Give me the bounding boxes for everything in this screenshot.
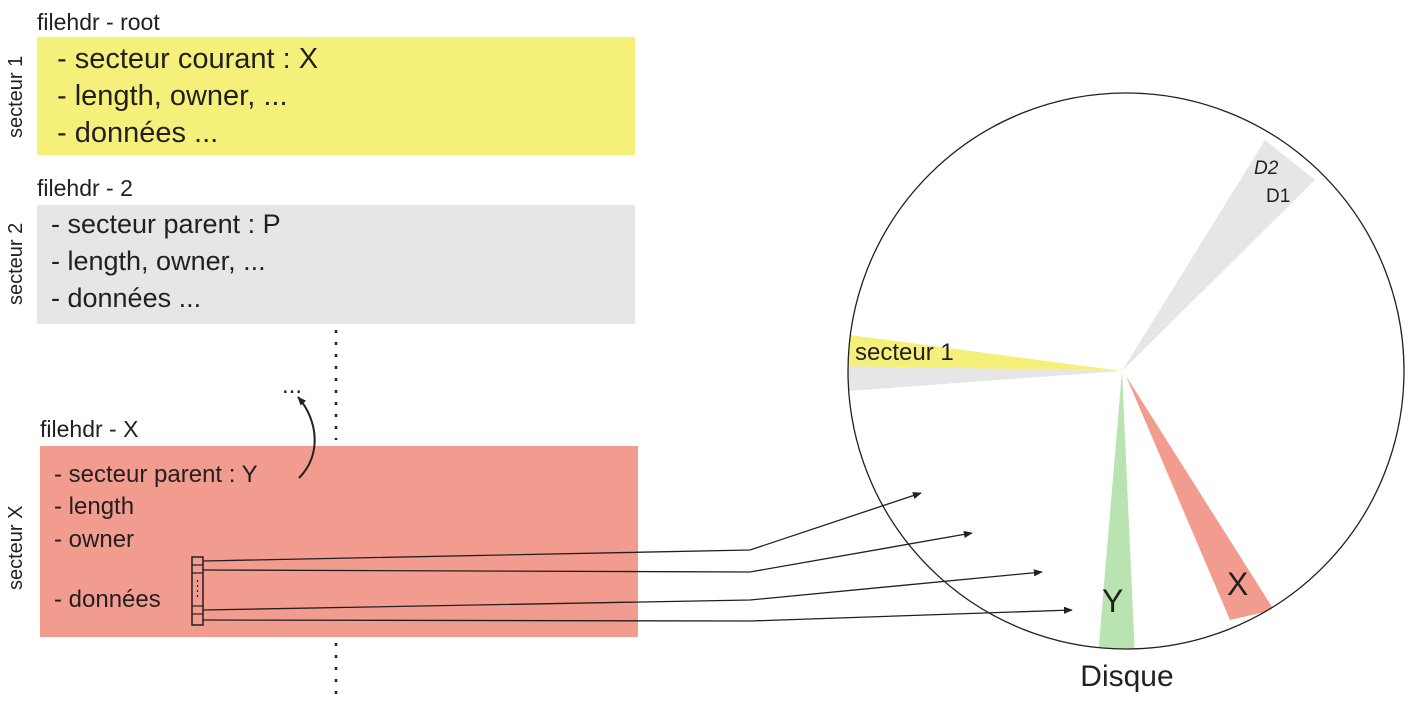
filehdr-x-title: filehdr - X [40,416,139,442]
two-line-1: - secteur parent : P [51,209,281,239]
filehdr-root-block: - secteur courant : X - length, owner, .… [37,37,635,155]
wedge-y [1096,371,1136,649]
disk-secteur-1-label: secteur 1 [855,339,954,366]
parent-arrow [297,396,316,479]
ellipsis-text: ... [282,372,302,399]
filehdr-2-block: - secteur parent : P - length, owner, ..… [37,205,635,324]
x-line-1: - secteur parent : Y [54,461,258,488]
two-line-2: - length, owner, ... [51,246,266,276]
disk-circle [847,92,1405,650]
root-line-3: - données ... [57,117,219,149]
pointer-arrow-4 [202,606,1073,622]
wedge-secteur-2 [848,366,1122,392]
pointer-arrow-1 [202,492,922,562]
pointer-arrow-2 [202,530,973,573]
data-pointer-box [191,556,204,626]
x-line-2: - length [54,493,135,520]
pointer-arrow-3 [202,569,1043,611]
root-line-1: - secteur courant : X [57,43,319,75]
disk-wedges [848,140,1315,649]
root-line-2: - length, owner, ... [57,80,288,112]
disk-d1-label: D1 [1266,186,1290,207]
wedge-secteur-1 [848,333,1122,371]
x-line-4: - données [54,586,161,613]
disk-x-label: X [1227,566,1248,602]
wedge-x [1126,376,1274,620]
filehdr-root-title: filehdr - root [37,9,160,35]
disk-title: Disque [1080,660,1173,693]
disk-d2-label: D2 [1254,158,1279,179]
filehdr-x-block: - secteur parent : Y - length - owner - … [40,446,638,637]
disk-y-label: Y [1102,583,1123,619]
x-line-3: - owner [54,526,135,553]
two-line-3: - données ... [51,283,202,313]
wedge-d2-d1 [1122,140,1315,371]
filehdr-2-title: filehdr - 2 [37,175,133,201]
